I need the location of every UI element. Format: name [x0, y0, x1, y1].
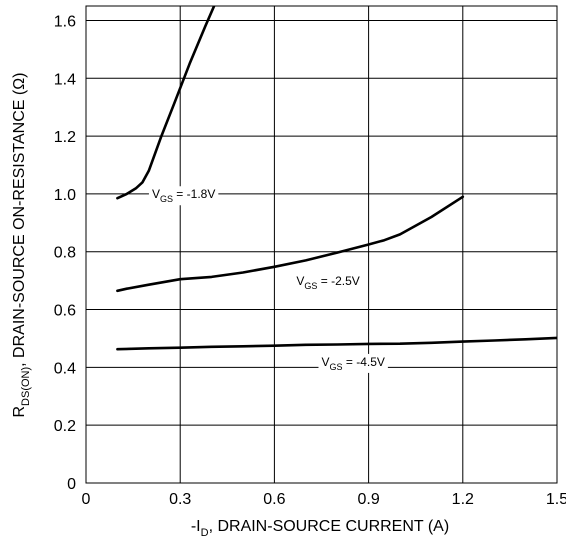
x-tick-label: 0	[82, 491, 91, 508]
series-label-background	[148, 186, 219, 206]
series-label-3: VGS = -4.5V	[322, 355, 385, 372]
series-line-3	[116, 336, 557, 351]
series-lines	[116, 6, 557, 351]
y-tick-label: 0.8	[54, 245, 76, 262]
x-axis-title: -ID, DRAIN-SOURCE CURRENT (A)	[191, 518, 449, 539]
series-line-2	[116, 195, 465, 293]
tick-labels: 0 0.3 0.6 0.9 1.2 1.5 0 0.2 0.4 0.6 0.8 1.0 1.2 1.4 1.…	[54, 13, 566, 508]
x-tick-label: 0.6	[263, 491, 285, 508]
series-line-1	[116, 6, 216, 200]
x-tick-label: 1.2	[452, 491, 474, 508]
plot-frame	[85, 5, 558, 484]
y-tick-label: 1.2	[54, 129, 76, 146]
x-tick-label: 0.3	[169, 491, 191, 508]
y-tick-label: 0	[67, 476, 76, 493]
series-label-1: VGS = -1.8V	[152, 187, 215, 204]
y-tick-label: 0.2	[54, 418, 76, 435]
series-label-2: VGS = -2.5V	[296, 274, 359, 291]
series-labels: VGS = -1.8V VGS = -2.5V VGS = -4.5V	[148, 186, 388, 373]
y-tick-label: 0.4	[54, 360, 76, 377]
y-axis-title: RDS(ON), DRAIN-SOURCE ON-RESISTANCE (Ω)	[11, 72, 32, 417]
y-tick-label: 1.4	[54, 71, 76, 88]
series-label-background	[318, 353, 388, 373]
y-tick-label: 1.6	[54, 13, 76, 30]
y-tick-label: 0.6	[54, 303, 76, 320]
grid	[86, 6, 557, 483]
x-tick-label: 0.9	[357, 491, 379, 508]
y-tick-label: 1.0	[54, 187, 76, 204]
x-tick-label: 1.5	[546, 491, 566, 508]
series-label-background	[293, 272, 363, 292]
